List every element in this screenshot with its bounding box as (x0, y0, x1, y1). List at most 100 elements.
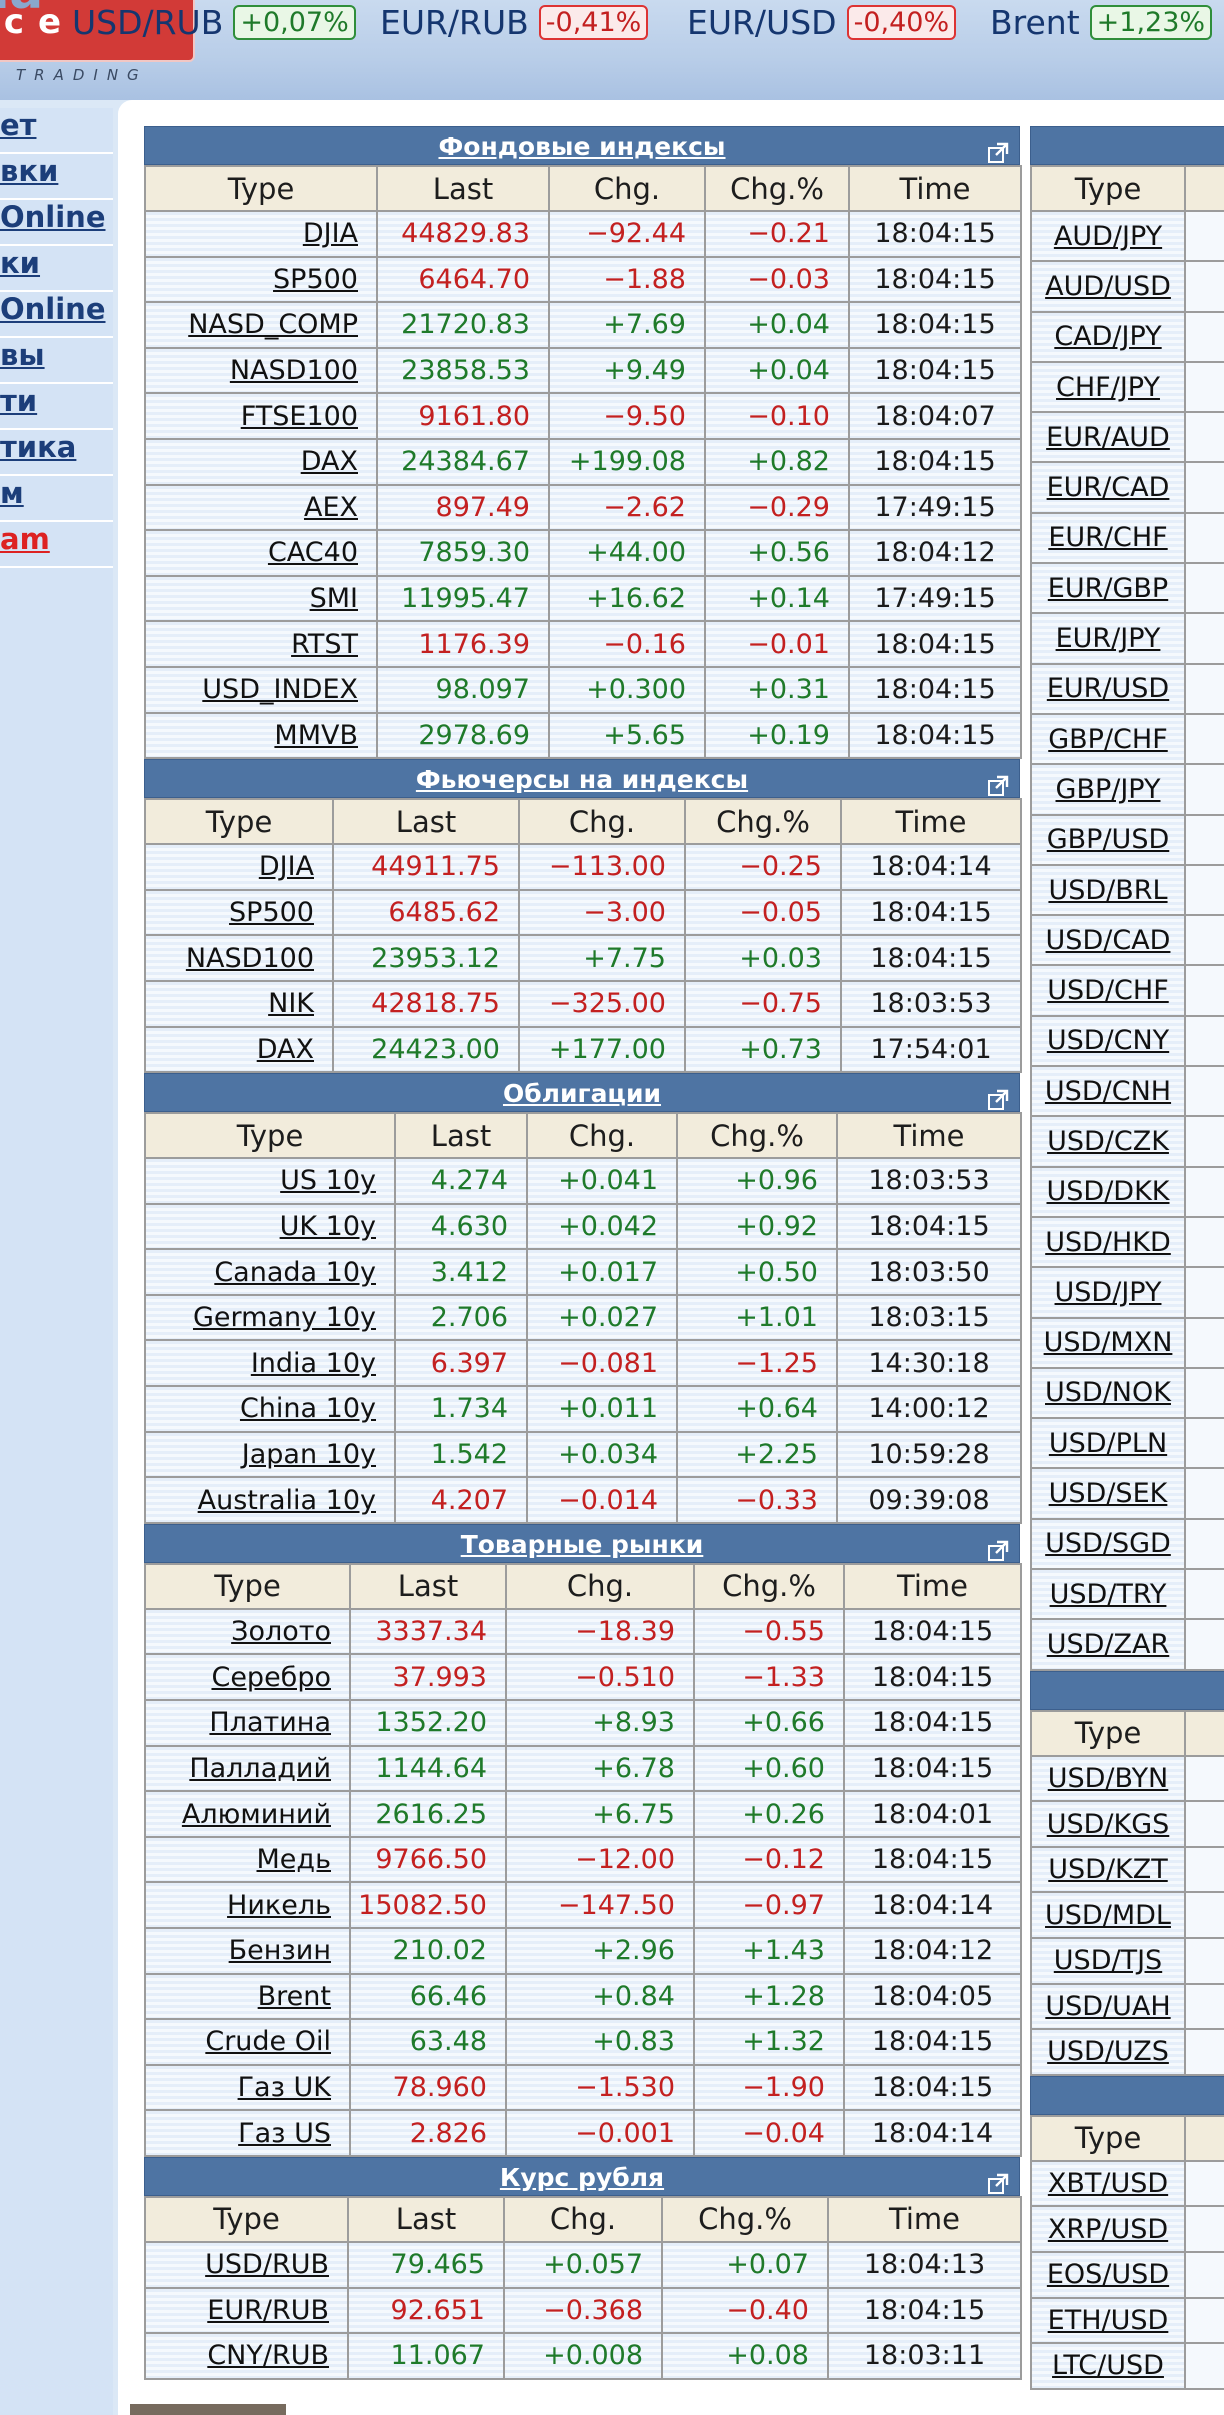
instrument-link[interactable]: Crude Oil (144, 2018, 351, 2066)
column-header-time[interactable]: Time (848, 165, 1022, 212)
column-header-chg[interactable]: Chg. (518, 798, 686, 846)
instrument-link[interactable]: Платина (144, 1699, 351, 1747)
instrument-link[interactable]: NASD_COMP (144, 301, 378, 349)
instrument-link[interactable]: China 10y (144, 1385, 396, 1433)
currency-pair-link[interactable]: USD/BRL (1030, 863, 1186, 917)
instrument-link[interactable]: Brent (144, 1972, 351, 2021)
currency-pair-link[interactable]: AUD/JPY (1030, 209, 1186, 263)
column-header-chg[interactable]: Chg. (526, 1112, 678, 1160)
column-header-time[interactable]: Time (840, 798, 1022, 846)
currency-pair-link[interactable]: EOS/USD (1030, 2250, 1186, 2299)
instrument-link[interactable]: NIK (144, 979, 334, 1028)
logo[interactable]: ana vice (0, 0, 195, 62)
instrument-link[interactable]: DJIA (144, 843, 334, 891)
currency-pair-link[interactable]: GBP/JPY (1030, 763, 1186, 816)
instrument-link[interactable]: Газ UK (144, 2063, 351, 2112)
column-header-chg[interactable]: Chg. (548, 165, 706, 212)
instrument-link[interactable]: RTST (144, 620, 378, 668)
column-header-type[interactable]: Type (144, 1562, 351, 1610)
expand-icon[interactable] (987, 136, 1009, 163)
expand-icon[interactable] (987, 1534, 1009, 1561)
column-header-time[interactable]: Time (843, 1562, 1022, 1610)
currency-pair-link[interactable]: USD/SEK (1030, 1467, 1186, 1520)
expand-icon[interactable] (987, 769, 1009, 797)
currency-pair-link[interactable]: USD/CZK (1030, 1115, 1186, 1168)
currency-pair-link[interactable]: USD/KZT (1030, 1845, 1186, 1894)
sidebar-item[interactable]: ти (0, 384, 113, 430)
expand-icon[interactable] (987, 1083, 1009, 1111)
currency-pair-link[interactable]: USD/SGD (1030, 1517, 1186, 1571)
instrument-link[interactable]: SP500 (144, 255, 378, 304)
sidebar-item[interactable]: ки (0, 246, 113, 292)
currency-pair-link[interactable]: USD/TRY (1030, 1568, 1186, 1621)
column-header-last[interactable]: Last (347, 2195, 505, 2243)
sidebar-item[interactable]: Online (0, 200, 113, 246)
instrument-link[interactable]: USD/RUB (144, 2240, 349, 2289)
column-header-type[interactable]: Type (144, 165, 378, 212)
instrument-link[interactable]: UK 10y (144, 1202, 396, 1251)
block-title-link[interactable]: Фондовые индексы (438, 132, 726, 161)
sidebar-item[interactable]: Online (0, 292, 113, 338)
currency-pair-link[interactable]: USD/HKD (1030, 1215, 1186, 1269)
currency-pair-link[interactable]: USD/CNY (1030, 1014, 1186, 1068)
column-header-chg[interactable]: Chg. (505, 1562, 695, 1610)
ticker-symbol-link[interactable]: EUR/RUB (380, 2, 529, 42)
currency-pair-link[interactable]: ETH/USD (1030, 2296, 1186, 2345)
column-header-type[interactable]: Type (144, 2195, 349, 2243)
currency-pair-link[interactable]: USD/MXN (1030, 1316, 1186, 1369)
instrument-link[interactable]: Серебро (144, 1653, 351, 1702)
currency-pair-link[interactable]: USD/NOK (1030, 1366, 1186, 1420)
instrument-link[interactable]: US 10y (144, 1157, 396, 1205)
instrument-link[interactable]: SMI (144, 574, 378, 623)
currency-pair-link[interactable]: USD/CNH (1030, 1065, 1186, 1118)
currency-pair-link[interactable]: EUR/AUD (1030, 411, 1186, 464)
instrument-link[interactable]: Бензин (144, 1927, 351, 1975)
currency-pair-link[interactable]: GBP/USD (1030, 813, 1186, 866)
currency-pair-link[interactable]: USD/TJS (1030, 1936, 1186, 1985)
instrument-link[interactable]: Никель (144, 1881, 351, 1929)
ticker-symbol-link[interactable]: USD/RUB (72, 2, 224, 42)
column-header-chgp[interactable]: Chg.% (661, 2195, 829, 2243)
column-header-chgp[interactable]: Chg.% (684, 798, 842, 846)
column-header-last[interactable]: Last (349, 1562, 507, 1610)
ticker-symbol-link[interactable]: Brent (990, 2, 1080, 42)
currency-pair-link[interactable]: USD/UAH (1030, 1982, 1186, 2031)
currency-pair-link[interactable]: CAD/JPY (1030, 310, 1186, 363)
currency-pair-link[interactable]: EUR/CHF (1030, 511, 1186, 565)
instrument-link[interactable]: CAC40 (144, 529, 378, 577)
column-header-time[interactable]: Time (827, 2195, 1022, 2243)
currency-pair-link[interactable]: AUD/USD (1030, 260, 1186, 313)
column-header-time[interactable]: Time (836, 1112, 1022, 1160)
instrument-link[interactable]: USD_INDEX (144, 665, 378, 714)
instrument-link[interactable]: SP500 (144, 888, 334, 937)
currency-pair-link[interactable]: EUR/USD (1030, 662, 1186, 715)
instrument-link[interactable]: Медь (144, 1835, 351, 1884)
currency-pair-link[interactable]: USD/CHF (1030, 964, 1186, 1017)
sidebar-item[interactable]: вы (0, 338, 113, 384)
column-header-chgp[interactable]: Chg.% (676, 1112, 838, 1160)
sidebar-item[interactable]: ет (0, 108, 113, 154)
currency-pair-link[interactable]: EUR/CAD (1030, 461, 1186, 514)
instrument-link[interactable]: India 10y (144, 1339, 396, 1388)
instrument-link[interactable]: DJIA (144, 210, 378, 258)
instrument-link[interactable]: DAX (144, 1025, 334, 1074)
instrument-link[interactable]: Палладий (144, 1744, 351, 1793)
instrument-link[interactable]: Germany 10y (144, 1293, 396, 1342)
sidebar-item[interactable]: тика (0, 430, 113, 476)
currency-pair-link[interactable]: USD/CAD (1030, 914, 1186, 967)
sidebar-item[interactable]: am (0, 522, 113, 568)
currency-pair-link[interactable]: XRP/USD (1030, 2205, 1186, 2253)
sidebar-item[interactable]: м (0, 476, 113, 522)
instrument-link[interactable]: Canada 10y (144, 1248, 396, 1296)
currency-pair-link[interactable]: USD/MDL (1030, 1891, 1186, 1939)
currency-pair-link[interactable]: USD/KGS (1030, 1800, 1186, 1848)
instrument-link[interactable]: EUR/RUB (144, 2286, 349, 2335)
instrument-link[interactable]: AEX (144, 483, 378, 532)
currency-pair-link[interactable]: USD/DKK (1030, 1165, 1186, 1218)
column-header-last[interactable]: Last (394, 1112, 528, 1160)
column-header-type[interactable]: Type (144, 1112, 396, 1160)
column-header-last[interactable]: Last (376, 165, 550, 212)
currency-pair-link[interactable]: USD/BYN (1030, 1754, 1186, 1803)
block-title-link[interactable]: Товарные рынки (460, 1529, 704, 1559)
block-title-link[interactable]: Курс рубля (499, 2162, 665, 2192)
